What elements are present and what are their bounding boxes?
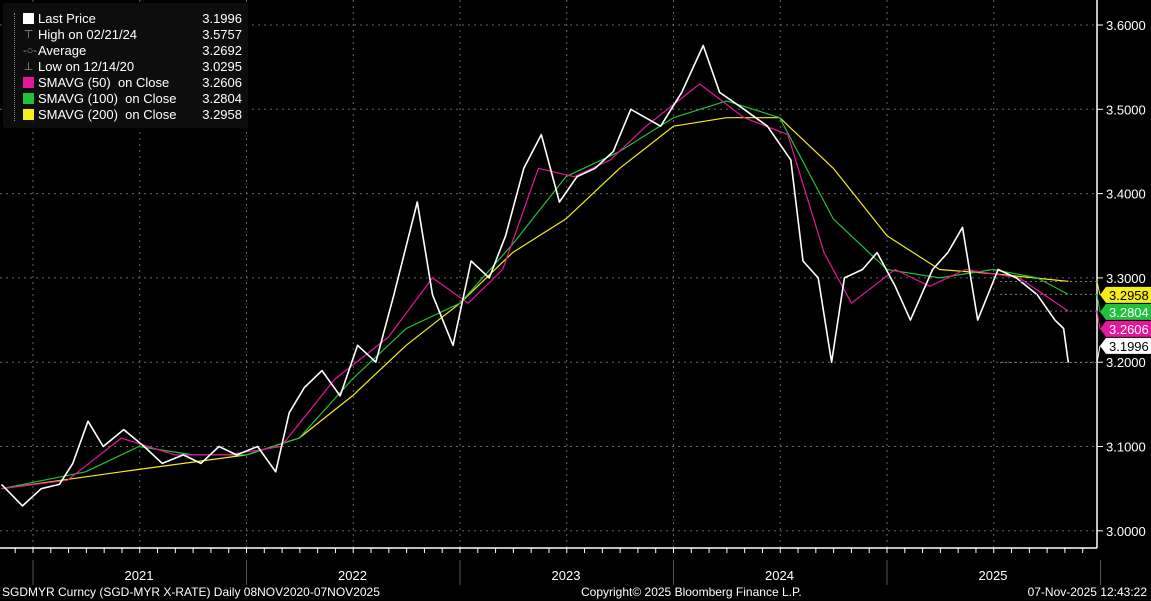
last-value-tag-label: 3.2958 xyxy=(1109,288,1149,303)
legend-item: ⊤ High on 02/21/24 3.5757 xyxy=(3,27,248,43)
y-tick-label: 3.2000 xyxy=(1106,355,1146,370)
legend-item: SMAVG (200) on Close 3.2958 xyxy=(3,107,248,123)
sma-line xyxy=(1,100,1069,490)
legend-item: -○- Average 3.2692 xyxy=(3,43,248,59)
legend-item: Last Price 3.1996 xyxy=(3,11,248,27)
footer-copyright: Copyright© 2025 Bloomberg Finance L.P. xyxy=(581,585,802,599)
y-tick-label: 3.6000 xyxy=(1106,18,1146,33)
legend-label: Average xyxy=(38,43,87,58)
last-value-tag-label: 3.2606 xyxy=(1109,322,1149,337)
high-marker-icon: ⊤ xyxy=(23,29,34,41)
y-tick-label: 3.4000 xyxy=(1106,187,1146,202)
last-value-tag-label: 3.2804 xyxy=(1109,305,1149,320)
chart-legend: Last Price 3.1996 ⊤ High on 02/21/24 3.5757-… xyxy=(3,3,248,128)
footer-timestamp: 07-Nov-2025 12:43:22 xyxy=(1027,585,1147,599)
x-tick-label: 2025 xyxy=(979,568,1008,583)
last-value-tag xyxy=(1100,337,1151,354)
legend-value: 3.2692 xyxy=(202,43,242,58)
legend-tree-line xyxy=(14,13,16,121)
legend-swatch xyxy=(23,93,34,104)
y-tick-label: 3.1000 xyxy=(1106,440,1146,455)
average-marker-icon: -○- xyxy=(23,45,37,57)
legend-label: SMAVG (200) on Close xyxy=(38,107,177,122)
legend-value: 3.2606 xyxy=(202,75,242,90)
legend-label: SMAVG (50) on Close xyxy=(38,75,170,90)
low-marker-icon: ⊥ xyxy=(23,61,34,73)
legend-item: SMAVG (100) on Close 3.2804 xyxy=(3,91,248,107)
last-price-line xyxy=(0,44,1070,507)
x-tick-label: 2023 xyxy=(552,568,581,583)
legend-value: 3.0295 xyxy=(202,59,242,74)
legend-label: High on 02/21/24 xyxy=(38,27,138,42)
legend-label: Last Price xyxy=(38,11,96,26)
legend-value: 3.2958 xyxy=(202,107,242,122)
x-tick-label: 2022 xyxy=(338,568,367,583)
y-tick-label: 3.5000 xyxy=(1106,102,1146,117)
y-tick-label: 3.3000 xyxy=(1106,271,1146,286)
y-tick-label: 3.0000 xyxy=(1106,524,1146,539)
last-value-connector xyxy=(1096,311,1101,329)
legend-swatch xyxy=(23,13,34,24)
x-tick-label: 2021 xyxy=(125,568,154,583)
legend-item: ⊥ Low on 12/14/20 3.0295 xyxy=(3,59,248,75)
last-value-connector xyxy=(1096,345,1101,363)
footer-security-description: SGDMYR Curncy (SGD-MYR X-RATE) Daily 08N… xyxy=(2,585,380,599)
legend-value: 3.1996 xyxy=(202,11,242,26)
x-tick-label: 2024 xyxy=(765,568,794,583)
last-value-tag xyxy=(1100,286,1151,303)
legend-swatch xyxy=(23,109,34,120)
legend-value: 3.5757 xyxy=(202,27,242,42)
legend-value: 3.2804 xyxy=(202,91,242,106)
sma-line xyxy=(1,83,1069,490)
legend-label: Low on 12/14/20 xyxy=(38,59,135,74)
last-value-tag-label: 3.1996 xyxy=(1109,339,1149,354)
sma-line xyxy=(1,117,1069,490)
last-value-tag xyxy=(1100,303,1151,320)
legend-item: SMAVG (50) on Close 3.2606 xyxy=(3,75,248,91)
legend-swatch xyxy=(23,77,34,88)
last-value-connector xyxy=(1096,294,1101,312)
last-value-tag xyxy=(1100,320,1151,337)
last-value-connector xyxy=(1096,281,1101,296)
legend-label: SMAVG (100) on Close xyxy=(38,91,177,106)
